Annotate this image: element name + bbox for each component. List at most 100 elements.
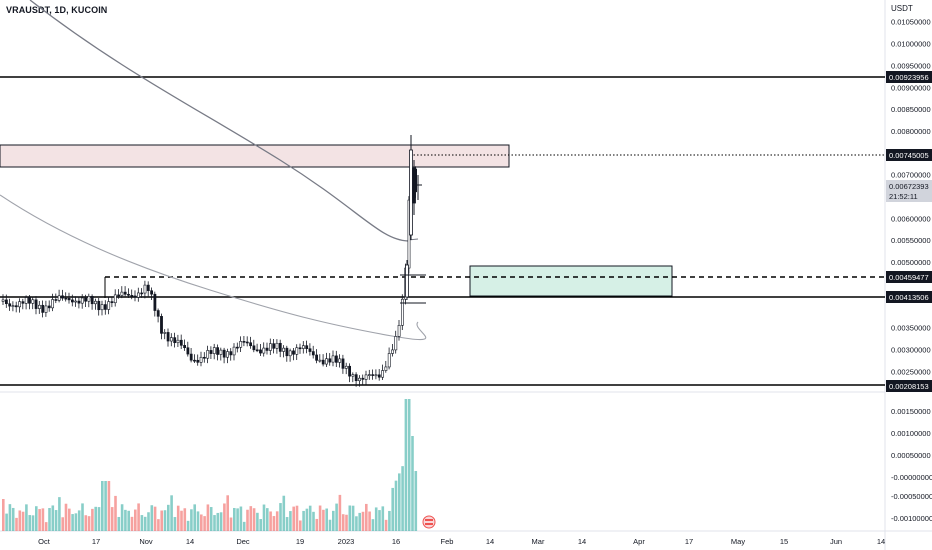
candle-body [298, 347, 302, 350]
time-tick-label-7: 16 [392, 537, 400, 546]
volume-bar [213, 515, 216, 531]
candle-body [206, 350, 210, 359]
candles-group[interactable] [1, 135, 426, 387]
volume-bar [183, 508, 187, 531]
volume-bar [236, 508, 239, 531]
volume-bar [279, 503, 282, 531]
volume-bar [127, 510, 130, 531]
volume-bar [302, 510, 305, 531]
volume-bar [101, 481, 104, 531]
candle-body [176, 339, 180, 344]
candle-body [367, 374, 371, 376]
volume-bar [341, 514, 345, 531]
volume-axis-ticks: 0.00150000 0.00100000 0.00050000 -0.0000000… [891, 407, 932, 523]
flag-icon[interactable] [422, 515, 436, 529]
time-tick-label-2: Nov [139, 537, 153, 546]
volume-bar [114, 495, 117, 531]
candle-body [47, 305, 51, 309]
price-tick-label-4: 0.00850000 [891, 105, 931, 114]
candle-body [87, 296, 91, 302]
volume-bar [140, 515, 144, 531]
volume-bar [404, 399, 408, 531]
ma-long-line[interactable] [29, 0, 409, 242]
time-tick-label-13: 17 [685, 537, 693, 546]
candle-body [328, 358, 332, 363]
candle-body [236, 346, 239, 349]
candle-body [351, 374, 355, 377]
volume-bar [219, 512, 223, 531]
price-tick-label-5: 0.00800000 [891, 127, 931, 136]
candle-body [179, 339, 183, 346]
volume-bar [71, 514, 74, 531]
candle-body [239, 341, 243, 348]
volume-bar [239, 506, 243, 531]
candle-body [94, 300, 97, 305]
volume-bar [328, 519, 332, 531]
demand-zone[interactable] [469, 265, 673, 297]
range-low-badge-label: 0.00208153 [889, 382, 929, 391]
candle-body [315, 354, 319, 361]
candle-body [292, 350, 295, 355]
candle-body [183, 345, 187, 349]
candle-body [64, 297, 68, 300]
candle-body [1, 299, 5, 302]
candle-body [11, 305, 15, 307]
support-level-badge [886, 291, 932, 303]
volume-bar [163, 510, 167, 531]
volume-bar [289, 511, 292, 531]
volume-bar [81, 503, 84, 531]
candle-body [199, 356, 203, 363]
candle-body [110, 301, 114, 304]
volume-tick-label-4: -0.00050000 [891, 492, 932, 501]
volume-bar [361, 511, 365, 531]
volume-bar [110, 507, 114, 531]
volume-bar [153, 506, 157, 531]
price-tick-label-0: 0.01050000 [891, 18, 931, 27]
candle-body [301, 345, 305, 349]
volume-bar [200, 514, 203, 531]
volume-bar [414, 471, 418, 531]
volume-bar [332, 510, 335, 531]
price-tick-label-3: 0.00900000 [891, 83, 931, 92]
candle-body [361, 377, 365, 380]
candle-body [412, 167, 416, 204]
volume-bar [315, 518, 319, 531]
volume-bar [87, 516, 91, 531]
candle-body [354, 374, 358, 382]
volume-bar [378, 510, 381, 531]
ma-short-line[interactable] [0, 194, 427, 341]
volume-bar [292, 506, 295, 531]
volume-bar [74, 513, 78, 531]
volume-bar [355, 516, 358, 531]
time-tick-label-4: Dec [236, 537, 250, 546]
volume-bar [41, 508, 45, 531]
candle-body [265, 347, 269, 351]
candle-body [232, 346, 236, 356]
candle-body [405, 264, 409, 298]
candle-body [400, 298, 404, 326]
volume-bar [21, 511, 25, 531]
volume-bar [229, 517, 233, 531]
volume-bar [272, 516, 276, 531]
time-tick-label-5: 19 [296, 537, 304, 546]
volume-bar [322, 509, 325, 531]
supply-zone[interactable] [0, 144, 510, 168]
volume-bars[interactable] [2, 399, 418, 531]
candle-body [371, 374, 375, 376]
price-tick-label-10: 0.00350000 [891, 324, 931, 333]
candle-body [348, 365, 352, 377]
volume-bar [2, 499, 5, 531]
time-tick-label-16: Jun [830, 537, 842, 546]
volume-bar [365, 503, 368, 531]
volume-bar [381, 506, 385, 531]
candle-body [34, 299, 38, 309]
volume-bar [391, 487, 394, 531]
candle-body [295, 347, 299, 355]
volume-bar [190, 509, 193, 531]
price-tick-label-2: 0.00950000 [891, 61, 931, 70]
candle-body [146, 284, 150, 292]
volume-bar [312, 511, 315, 531]
symbol-title: VRAUSDT, 1D, KUCOIN [6, 5, 108, 15]
volume-bar [259, 519, 262, 531]
